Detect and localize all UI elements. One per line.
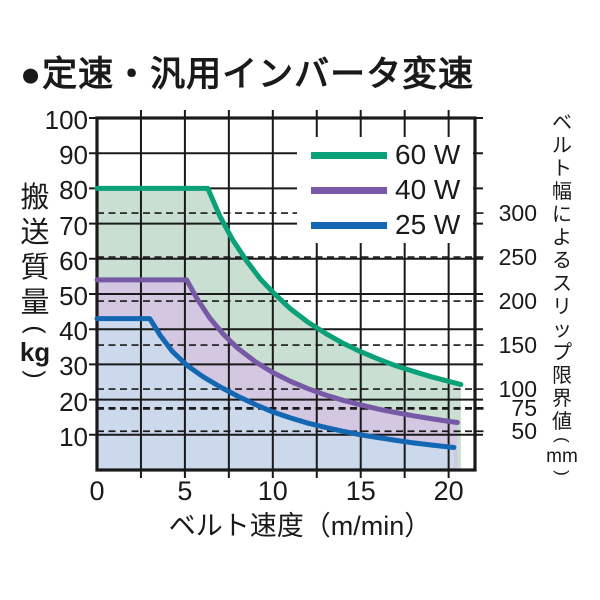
- legend-swatch-25w-icon: [311, 221, 387, 229]
- y-left-tick-label: 50: [59, 281, 88, 311]
- y-left-title-char: ): [21, 370, 50, 379]
- plot-border: [95, 116, 477, 472]
- x-tick-label: 20: [433, 476, 464, 506]
- y-left-title-char: (: [21, 325, 50, 334]
- y-right-title-char: プ: [552, 342, 572, 364]
- legend-item-60w: 60 W: [297, 139, 473, 171]
- y-right-title-char: に: [552, 204, 572, 226]
- curve-40w: [94, 277, 460, 425]
- y-right-tick-label: 75: [511, 395, 537, 422]
- legend-label-60w: 60 W: [395, 139, 461, 170]
- x-tick-label: 0: [89, 476, 105, 506]
- y-left-tick-label: 10: [59, 421, 88, 452]
- legend-item-40w: 40 W: [297, 174, 473, 206]
- legend-swatch-40w-icon: [311, 186, 387, 194]
- legend-label-40w: 40 W: [395, 174, 461, 205]
- y-right-title-char: る: [552, 250, 572, 272]
- y-right-title-char: 限: [552, 365, 572, 387]
- y-right-tick-label: 100: [498, 376, 537, 403]
- y-right-title-char: (: [552, 437, 572, 443]
- y-right-title-char: ッ: [552, 319, 572, 341]
- y-left-tick-label: 70: [59, 210, 88, 241]
- y-left-tick-label: 30: [59, 351, 88, 382]
- y-right-title-char: リ: [552, 296, 572, 318]
- x-tick-label: 10: [257, 476, 288, 506]
- x-axis-title: ベルト速度（m/min）: [168, 511, 432, 541]
- y-left-tick-label: 40: [59, 316, 88, 347]
- y-left-title-char: 量: [20, 287, 50, 319]
- y-right-title-char: 値: [552, 411, 572, 433]
- y-right-title-char: 幅: [552, 181, 572, 203]
- y-right-title-char: ベ: [552, 112, 572, 134]
- y-right-tick-label: 150: [498, 332, 537, 359]
- y-left-title-char: 送: [20, 217, 50, 249]
- area-25w: [97, 318, 454, 470]
- y-right-title-char: 界: [552, 388, 572, 410]
- y-left-title-char: kg: [19, 337, 51, 367]
- y-left-tick-label: 60: [59, 245, 88, 276]
- y-right-tick-label: 50: [511, 418, 537, 445]
- curve-25w: [94, 316, 457, 450]
- y-axis-left-title: 搬送質量 ( kg): [12, 181, 58, 383]
- y-left-tick-label: 20: [59, 386, 88, 417]
- y-left-title-char: 搬: [20, 182, 50, 214]
- y-right-title-char: ル: [552, 135, 572, 157]
- y-right-tick-label: 250: [498, 244, 537, 271]
- legend-label-25w: 25 W: [395, 209, 461, 240]
- y-right-tick-label: 300: [498, 200, 537, 227]
- legend-item-25w: 25 W: [297, 209, 473, 241]
- y-right-tick-label: 200: [498, 288, 537, 315]
- x-tick-label: 15: [345, 476, 376, 506]
- y-axis-right-title: ベルト幅によるスリップ限界値 ( mm): [541, 112, 583, 479]
- y-right-title-char: ト: [552, 158, 572, 180]
- y-right-title-char: よ: [552, 227, 572, 249]
- legend: 60 W 40 W 25 W: [297, 137, 473, 243]
- y-left-title-char: 質: [20, 252, 50, 284]
- chart-title: ●定速・汎用インバータ変速: [20, 55, 475, 94]
- x-tick-label: 5: [177, 476, 193, 506]
- curve-60w: [94, 185, 464, 387]
- y-left-tick-label: 90: [59, 140, 88, 171]
- y-right-title-char: mm: [546, 446, 578, 467]
- y-left-tick-label: 100: [44, 105, 88, 135]
- y-right-title-char: ): [552, 470, 572, 476]
- y-left-tick-label: 80: [59, 175, 88, 206]
- y-right-title-char: ス: [552, 273, 572, 295]
- legend-swatch-60w-icon: [311, 151, 387, 159]
